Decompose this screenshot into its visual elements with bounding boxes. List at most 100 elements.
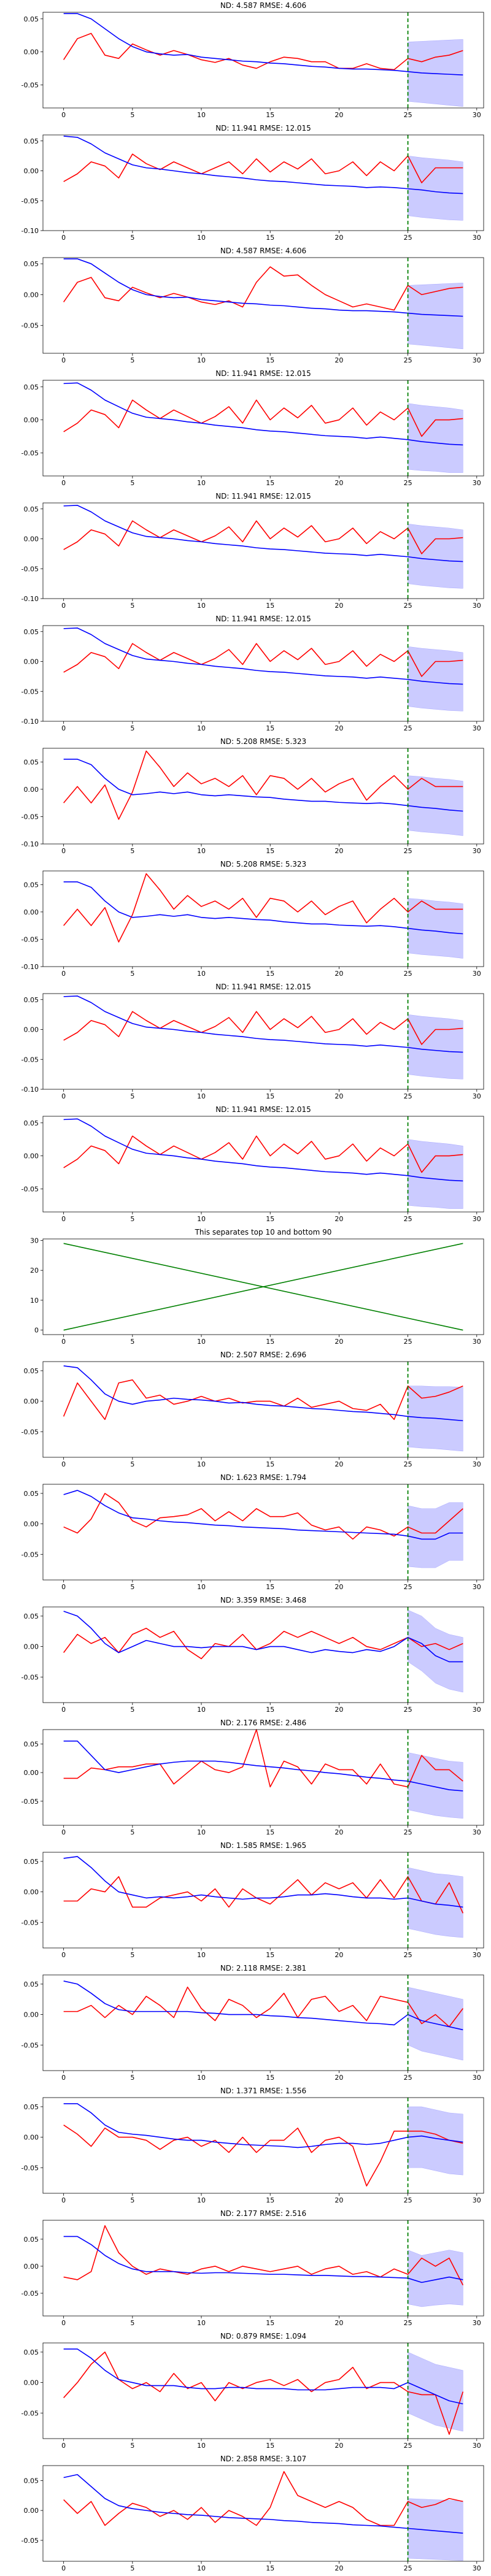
x-tick-label: 0	[61, 1338, 66, 1346]
x-tick-label: 25	[404, 1583, 412, 1591]
axes-frame	[42, 2342, 484, 2439]
x-tick-label: 30	[473, 1583, 481, 1591]
forecast-band	[408, 1609, 463, 1693]
axes-frame	[42, 257, 484, 354]
chart-title: ND: 2.176 RMSE: 2.486	[220, 1719, 306, 1727]
forecast-band	[408, 1014, 463, 1079]
y-tick-label: 0.00	[24, 416, 39, 424]
y-tick-label: 0.05	[24, 260, 39, 268]
forecast-series-line	[408, 556, 463, 562]
axes-frame	[42, 748, 484, 845]
x-tick-label: 5	[130, 847, 134, 855]
y-tick-label: 10	[30, 1297, 39, 1305]
x-tick-label: 20	[334, 1092, 343, 1100]
x-tick-label: 5	[130, 2564, 134, 2572]
y-tick-label: 0.05	[24, 137, 39, 145]
y-tick-label: 0.05	[24, 15, 39, 23]
actual-series-line	[63, 153, 463, 183]
x-tick-label: 15	[266, 356, 274, 364]
x-tick-label: 10	[197, 2196, 206, 2204]
y-tick-label: -0.10	[21, 1086, 39, 1094]
chart-panel: ND: 2.176 RMSE: 2.486 0 5 10 15 20 25 30 -0.05 0.…	[21, 1719, 484, 1836]
x-tick-label: 20	[334, 847, 343, 855]
actual-series-line	[63, 873, 463, 943]
axes-frame	[42, 380, 484, 477]
x-tick-label: 10	[197, 479, 206, 487]
fitted-series-line	[63, 1490, 408, 1537]
x-tick-label: 10	[197, 1092, 206, 1100]
axes-frame	[42, 1729, 484, 1826]
y-tick-label: 0.05	[24, 881, 39, 889]
x-tick-label: 20	[334, 356, 343, 364]
chart-title: ND: 5.208 RMSE: 5.323	[220, 860, 306, 868]
y-tick-label: -0.05	[21, 81, 39, 89]
fitted-series-line	[63, 881, 408, 929]
forecast-series-line	[408, 312, 463, 317]
x-tick-label: 15	[266, 234, 274, 242]
chart-title: ND: 11.941 RMSE: 12.015	[215, 983, 311, 991]
axes-frame	[42, 2465, 484, 2562]
x-tick-label: 0	[61, 1951, 66, 1959]
chart-panel: ND: 11.941 RMSE: 12.015 0 5 10 15 20 25 30 -0.10…	[21, 124, 484, 242]
x-tick-label: 5	[130, 356, 134, 364]
x-tick-label: 25	[404, 1215, 412, 1223]
x-tick-label: 0	[61, 1460, 66, 1468]
chart-panel: ND: 11.941 RMSE: 12.015 0 5 10 15 20 25 30 -0.10…	[21, 983, 484, 1100]
forecast-band	[408, 646, 463, 711]
actual-series-line	[63, 2352, 464, 2435]
chart-panel: ND: 1.585 RMSE: 1.965 0 5 10 15 20 25 30 -0.05 0.…	[21, 1841, 484, 1959]
fitted-series-line	[63, 1611, 409, 1654]
y-tick-label: -0.05	[21, 449, 39, 457]
x-tick-label: 25	[404, 2319, 412, 2327]
x-tick-label: 30	[473, 356, 481, 364]
chart-title: ND: 2.118 RMSE: 2.381	[220, 1964, 306, 1972]
chart-panel: ND: 0.879 RMSE: 1.094 0 5 10 15 20 25 30 -0.05 0.…	[21, 2332, 484, 2450]
y-tick-label: -0.10	[21, 840, 39, 848]
x-tick-label: 15	[266, 1828, 274, 1836]
x-tick-label: 0	[61, 602, 66, 610]
forecast-series-line	[408, 2135, 463, 2143]
x-tick-label: 30	[473, 1828, 481, 1836]
x-tick-label: 15	[266, 847, 274, 855]
x-tick-label: 0	[61, 234, 66, 242]
x-tick-label: 20	[334, 602, 343, 610]
chart-title: ND: 5.208 RMSE: 5.323	[220, 737, 306, 746]
x-tick-label: 0	[61, 356, 66, 364]
y-tick-label: -0.10	[21, 595, 39, 603]
forecast-band	[408, 2352, 463, 2432]
x-tick-label: 30	[473, 2196, 481, 2204]
x-tick-label: 25	[404, 847, 412, 855]
x-tick-label: 0	[61, 1215, 66, 1223]
x-tick-label: 0	[61, 479, 66, 487]
actual-series-line	[63, 1493, 463, 1540]
y-tick-label: -0.05	[21, 1056, 39, 1064]
fitted-series-line	[63, 2348, 408, 2391]
x-tick-label: 15	[266, 1092, 274, 1100]
chart-title: ND: 2.507 RMSE: 2.696	[220, 1351, 306, 1359]
chart-title: ND: 1.623 RMSE: 1.794	[220, 1473, 306, 1482]
y-tick-label: -0.05	[21, 1428, 39, 1436]
actual-series-line	[63, 1627, 463, 1660]
actual-series-line	[63, 399, 463, 437]
actual-series-line	[63, 1876, 464, 1914]
x-tick-label: 5	[130, 2319, 134, 2327]
y-tick-label: 0.00	[24, 2263, 39, 2271]
y-tick-label: -0.05	[21, 2290, 39, 2298]
x-tick-label: 15	[266, 1215, 274, 1223]
x-tick-label: 10	[197, 2319, 206, 2327]
y-tick-label: 0.05	[24, 996, 39, 1004]
y-tick-label: 0	[34, 1327, 39, 1335]
x-tick-label: 10	[197, 2442, 206, 2450]
fitted-series-line	[63, 2103, 408, 2149]
y-tick-label: -0.05	[21, 2041, 39, 2049]
x-tick-label: 25	[404, 1338, 412, 1346]
x-tick-label: 25	[404, 724, 412, 732]
actual-series-line	[63, 1729, 463, 1788]
chart-panel: ND: 1.623 RMSE: 1.794 0 5 10 15 20 25 30 -0.05 0.…	[21, 1473, 484, 1591]
actual-series-line	[63, 1135, 463, 1173]
x-tick-label: 5	[130, 1706, 134, 1714]
x-tick-label: 20	[334, 2074, 343, 2082]
x-tick-label: 0	[61, 1092, 66, 1100]
forecast-series-line	[408, 1532, 463, 1540]
y-tick-label: 0.00	[24, 1026, 39, 1034]
